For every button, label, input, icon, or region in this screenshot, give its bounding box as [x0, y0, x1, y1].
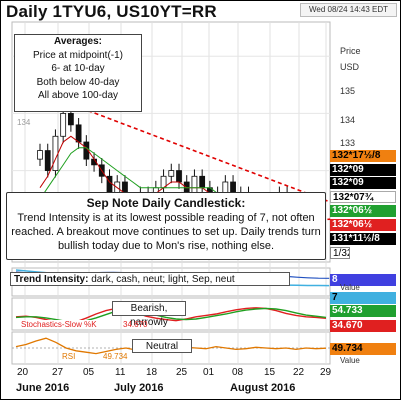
candle-body [191, 175, 198, 194]
candle-body [37, 150, 43, 160]
candle-body [44, 150, 51, 171]
x-tick-label: 29 [320, 367, 332, 378]
trend-intensity-label: Trend Intensity: [14, 274, 89, 285]
bearish-label: Bearish, narrowly [112, 301, 186, 328]
averages-line: Both below 40-day [36, 76, 120, 88]
x-tick-label: 27 [52, 367, 64, 378]
rsi-tag: 49.734 [330, 343, 396, 355]
price-tag-ma: 132*07¾ [330, 191, 396, 203]
stoch-tag-k: 34.670 [330, 320, 396, 332]
candle-body [176, 170, 182, 183]
price-tag-green: 132*06½ [330, 205, 396, 217]
stochastics-label: Stochastics-Slow %K [21, 320, 97, 329]
chart-title: Daily 1TYU6, US10YT=RR [6, 2, 217, 21]
price-axis-header: Price [340, 46, 361, 56]
averages-line: All above 100-day [37, 90, 119, 102]
x-tick-label: 15 [264, 367, 276, 378]
averages-heading: Averages: [54, 36, 102, 47]
x-tick-label: 08 [232, 367, 244, 378]
timestamp: Wed 08/24 14:43 EDT [300, 3, 397, 17]
stoch-tag-d: 54.733 [330, 305, 396, 317]
candle-body [67, 113, 74, 126]
commentary-box: Sep Note Daily Candlestick: Trend Intens… [6, 192, 326, 260]
trend-intensity-value: dark, cash, neut; light, Sep, neut [91, 274, 235, 285]
x-tick-label: 05 [83, 367, 95, 378]
x-tick-label: 01 [203, 367, 215, 378]
x-tick-label: 11 [115, 367, 126, 378]
candle-body [168, 170, 175, 177]
averages-line: Price at midpoint(-1) [32, 49, 124, 61]
trend-intensity-box: Trend Intensity: dark, cash, neut; light… [10, 272, 290, 286]
candle-body [199, 175, 206, 189]
subpanel-value-label: Value [340, 356, 360, 365]
averages-line: 6- at 10-day [51, 63, 105, 75]
tick-size-tag: 1/32 [330, 247, 350, 259]
price-small-tick: 134 [17, 118, 31, 127]
trend-tag-dark: 8 [330, 274, 396, 286]
triangle-upper-line [87, 109, 331, 203]
x-tick-label: 22 [293, 367, 305, 378]
averages-box: Averages: Price at midpoint(-1) 6- at 10… [14, 34, 142, 112]
stochastics-value: 34.670 [123, 320, 148, 329]
price-tag-last: 132*09 [330, 177, 396, 189]
price-tag-orange: 132*17½/8 [330, 150, 396, 162]
main-panel-border [11, 21, 331, 263]
subpanel-value-label: Value [340, 283, 360, 292]
price-tick: 135 [340, 86, 356, 96]
x-tick-label: 18 [146, 367, 158, 378]
neutral-label: Neutral [132, 339, 192, 353]
rsi-value: 49.734 [103, 352, 128, 361]
rsi-label: RSI [62, 352, 76, 361]
candle-body [75, 124, 82, 143]
trend-tag-light: 7 [330, 292, 396, 304]
month-label: July 2016 [114, 382, 164, 394]
month-label: June 2016 [16, 382, 70, 394]
commentary-body: Trend Intensity is at its lowest possibl… [11, 212, 321, 252]
price-tag-last: 132*09 [330, 164, 396, 176]
price-tag-low: 131*11½/8 [330, 233, 396, 245]
x-tick-label: 25 [176, 367, 188, 378]
price-tick: 134 [340, 115, 356, 125]
candle-body [52, 135, 59, 171]
x-tick-label: 20 [17, 367, 29, 378]
price-tag-red: 132*06½ [330, 219, 396, 231]
price-tick: 133 [340, 138, 356, 148]
price-axis-unit: USD [340, 62, 360, 72]
month-label: August 2016 [230, 382, 296, 394]
candle-body [60, 113, 67, 137]
commentary-title: Sep Note Daily Candlestick: [86, 196, 246, 210]
